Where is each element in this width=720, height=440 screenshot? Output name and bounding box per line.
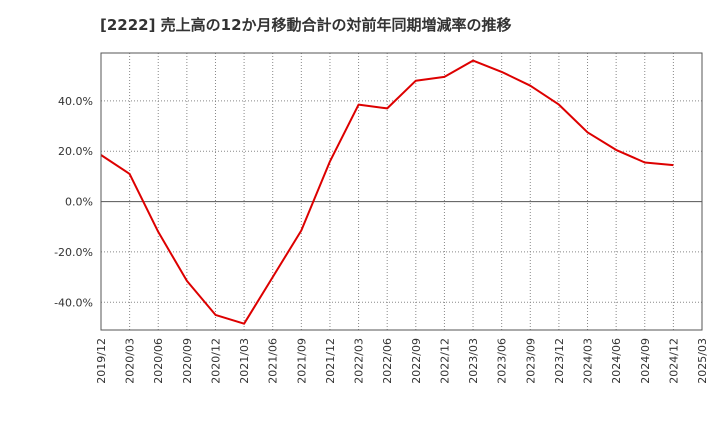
series-line: [100, 59, 674, 325]
plot-frame: [100, 52, 703, 331]
x-tick-label: 2022/06: [381, 338, 394, 384]
x-tick-label: 2025/03: [696, 338, 709, 384]
x-tick-labels: 2019/12 2020/03 2020/06 2020/09 2020/12 2021/…: [95, 338, 709, 384]
x-tick-label: 2019/12: [95, 338, 108, 384]
y-tick-label: -20.0%: [54, 246, 93, 259]
x-tick-label: 2024/06: [610, 338, 623, 384]
y-tick-label: 20.0%: [58, 145, 93, 158]
x-tick-label: 2022/12: [438, 338, 451, 384]
x-tick-label: 2023/03: [467, 338, 480, 384]
chart-title: [2222] 売上高の12か月移動合計の対前年同期増減率の推移: [100, 16, 512, 34]
x-tick-label: 2021/12: [324, 338, 337, 384]
x-tick-label: 2020/06: [152, 338, 165, 384]
x-tick-label: 2020/12: [209, 338, 222, 384]
x-tick-label: 2023/06: [496, 338, 509, 384]
x-tick-label: 2021/09: [295, 338, 308, 384]
x-tick-label: 2023/09: [524, 338, 537, 384]
x-tick-label: 2024/03: [582, 338, 595, 384]
grid-lines: [101, 53, 702, 330]
y-tick-labels: -40.0% -20.0% 0.0% 20.0% 40.0%: [54, 95, 93, 309]
x-tick-label: 2020/09: [181, 338, 194, 384]
x-tick-label: 2022/03: [353, 338, 366, 384]
x-tick-label: 2022/09: [410, 338, 423, 384]
x-tick-label: 2023/12: [553, 338, 566, 384]
x-tick-label: 2024/12: [667, 338, 680, 384]
x-tick-label: 2024/09: [639, 338, 652, 384]
x-tick-label: 2020/03: [124, 338, 137, 384]
series-layer: [100, 59, 674, 325]
x-tick-label: 2021/06: [267, 338, 280, 384]
x-tick-label: 2021/03: [238, 338, 251, 384]
y-tick-label: 40.0%: [58, 95, 93, 108]
y-tick-label: -40.0%: [54, 296, 93, 309]
y-tick-label: 0.0%: [65, 196, 93, 209]
